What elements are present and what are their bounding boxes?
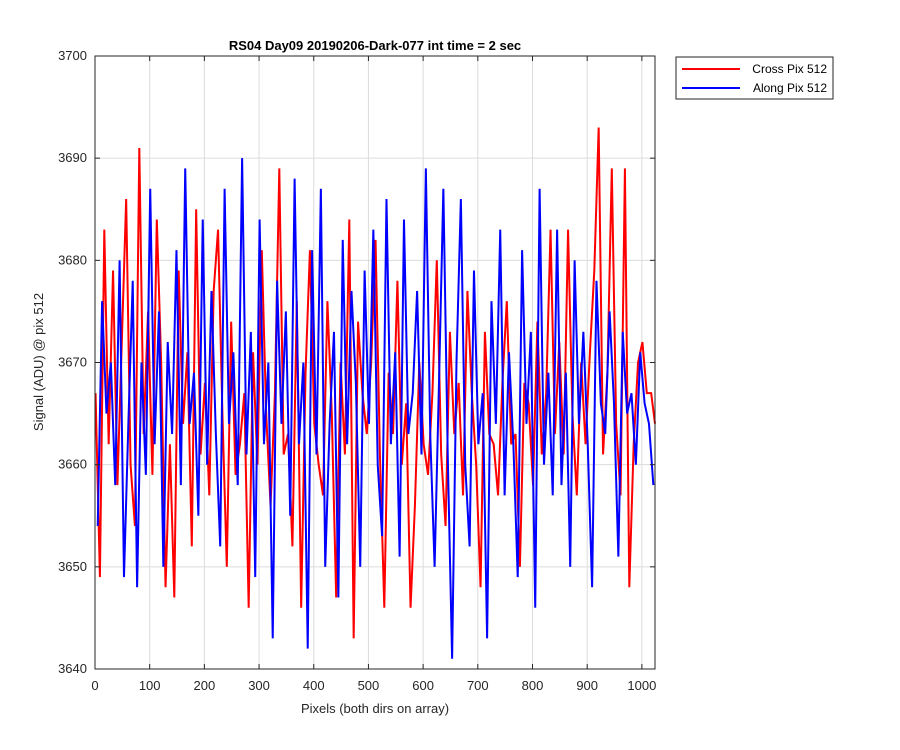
y-axis-label: Signal (ADU) @ pix 512	[31, 293, 46, 431]
chart-title: RS04 Day09 20190206-Dark-077 int time = …	[229, 38, 521, 53]
x-axis-label: Pixels (both dirs on array)	[301, 701, 449, 716]
x-tick-label: 700	[467, 678, 489, 693]
y-tick-label: 3650	[58, 559, 87, 574]
y-tick-label: 3670	[58, 355, 87, 370]
x-tick-label: 300	[248, 678, 270, 693]
y-tick-label: 3640	[58, 661, 87, 676]
axis-ticks: 0 100 200 300 400 500 600 700 800 900 1000 3640 3650…	[58, 48, 656, 693]
x-tick-label: 0	[91, 678, 98, 693]
y-tick-label: 3700	[58, 48, 87, 63]
x-tick-label: 900	[576, 678, 598, 693]
x-tick-label: 100	[139, 678, 161, 693]
x-tick-label: 200	[194, 678, 216, 693]
series-line-along-pix-512	[96, 158, 655, 659]
x-tick-label: 1000	[627, 678, 656, 693]
legend-label-cross-pix: Cross Pix 512	[752, 62, 827, 76]
x-tick-label: 600	[412, 678, 434, 693]
y-tick-label: 3660	[58, 457, 87, 472]
y-tick-label: 3680	[58, 252, 87, 267]
y-tick-label: 3690	[58, 150, 87, 165]
legend: Cross Pix 512 Along Pix 512	[675, 56, 834, 100]
x-tick-label: 500	[358, 678, 380, 693]
x-tick-label: 800	[522, 678, 544, 693]
x-tick-label: 400	[303, 678, 325, 693]
series-lines	[94, 127, 656, 659]
legend-box	[675, 56, 834, 100]
legend-label-along-pix: Along Pix 512	[753, 81, 827, 95]
